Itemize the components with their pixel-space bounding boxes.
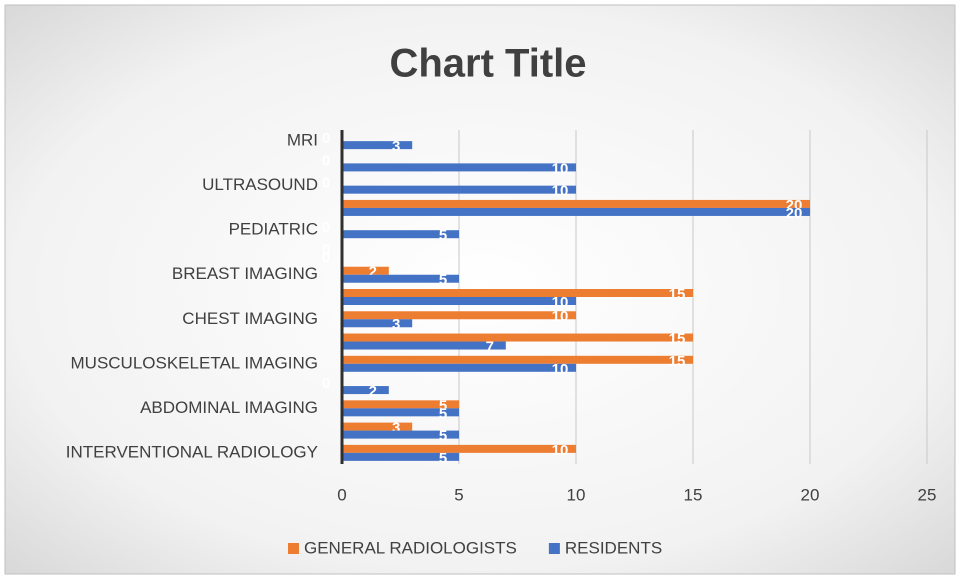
chart-title: Chart Title [389,42,586,86]
data-label: 10 [552,294,569,311]
data-label: 0 [322,175,330,192]
bar [342,163,576,172]
y-tick-label: BREAST IMAGING [172,264,318,283]
data-label: 3 [392,316,400,333]
bar [342,422,413,431]
bar [342,199,810,208]
data-label: 15 [669,286,686,303]
data-label: 15 [669,331,686,348]
y-tick-label: CHEST IMAGING [182,309,318,328]
bar [342,355,693,364]
bar [342,297,576,305]
data-label: 5 [439,405,447,422]
bar [342,444,576,453]
data-label: 10 [552,442,569,459]
data-label: 5 [439,272,447,289]
bar [342,207,810,216]
data-label: 3 [392,138,400,155]
legend-label: GENERAL RADIOLOGISTS [304,538,517,557]
data-label: 0 [322,375,330,392]
data-label: 2 [369,264,377,281]
bar [342,311,576,320]
bar [342,386,389,395]
y-tick-label: PEDIATRIC [229,220,318,239]
legend-swatch [548,543,560,554]
bar [342,341,506,350]
data-label: 0 [322,241,330,258]
data-label: 5 [439,450,447,467]
y-tick-label: ABDOMINAL IMAGING [140,398,318,417]
data-label: 10 [552,160,569,177]
data-label: 0 [322,249,330,266]
data-label: 2 [369,383,377,400]
bar [342,185,576,194]
data-label: 0 [322,219,330,236]
data-label: 0 [322,152,330,169]
bar [342,319,413,328]
bar [342,266,389,275]
bar [342,363,576,372]
data-label: 5 [439,227,447,244]
y-tick-label: MUSCULOSKELETAL IMAGING [71,353,319,372]
data-label: 10 [552,308,569,325]
x-tick-label: 5 [454,485,463,504]
data-label: 15 [669,353,686,370]
x-tick-label: 25 [918,485,937,504]
bar [342,230,459,239]
data-label: 5 [439,397,447,414]
bar [342,289,693,297]
bar [342,452,459,461]
data-label: 20 [786,205,803,222]
data-label: 3 [392,420,400,437]
x-tick-label: 0 [337,485,346,504]
bar [342,400,459,409]
x-tick-label: 10 [567,485,586,504]
legend-label: RESIDENTS [565,538,662,557]
bar [342,141,413,150]
data-label: 5 [439,428,447,445]
x-tick-label: 20 [801,485,820,504]
bar [342,408,459,417]
y-tick-label: ULTRASOUND [202,175,318,194]
bar [342,430,459,439]
legend-swatch [288,543,299,554]
bar [342,333,693,342]
x-tick-label: 15 [684,485,703,504]
y-tick-label: MRI [287,131,318,150]
data-label: 10 [552,183,569,200]
data-label: 10 [552,361,569,378]
y-tick-label: INTERVENTIONAL RADIOLOGY [66,442,318,461]
data-label: 7 [486,339,494,356]
data-label: 0 [322,130,330,147]
bar [342,274,459,283]
